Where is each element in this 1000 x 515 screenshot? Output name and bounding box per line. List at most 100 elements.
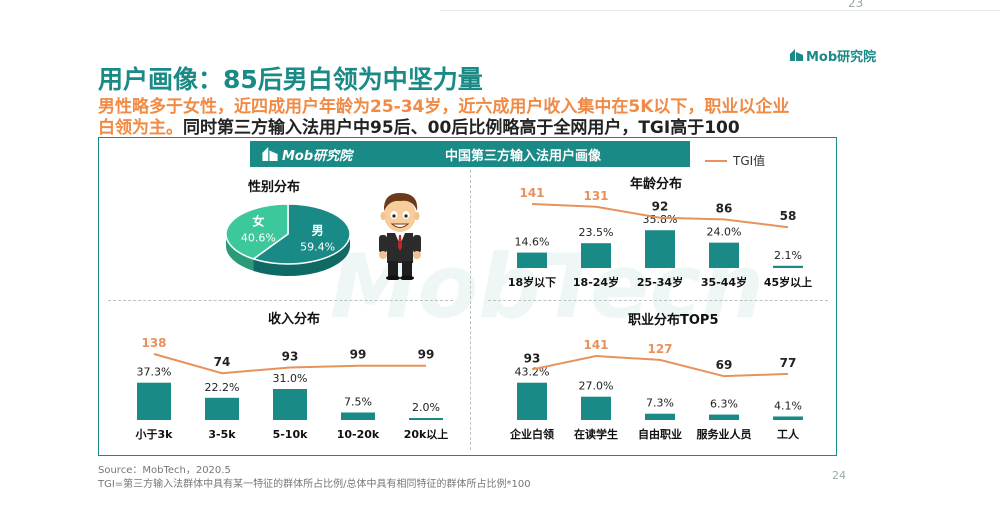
subtitle-line-2-rest: 同时第三方输入法用户中95后、00后比例略高于全网用户，TGI高于100 <box>183 118 740 138</box>
pie-side-1 <box>226 234 254 271</box>
gender-pie-chart: 男 59.4% 女 40.6% <box>225 203 351 276</box>
bar-value-自由职业: 7.3% <box>646 397 674 410</box>
tgi-label-18岁以下: 141 <box>519 186 544 200</box>
bar-value-20k以上: 2.0% <box>412 401 440 414</box>
subtitle-line-2-highlight: 白领为主。 <box>98 118 183 138</box>
tgi-label-3-5k: 74 <box>214 355 231 369</box>
bar-企业白领 <box>517 382 547 420</box>
footer-note: TGI=第三方输入法群体中具有某一特征的群体所占比例/总体中具有相同特征的群体所… <box>98 479 531 490</box>
category-label-工人: 工人 <box>777 427 800 441</box>
bar-value-3-5k: 22.2% <box>205 381 240 394</box>
divider-vertical <box>470 170 471 450</box>
bar-value-在读学生: 27.0% <box>579 380 614 393</box>
bar-18岁以下 <box>517 252 547 268</box>
mob-logo: Mob研究院 <box>790 45 876 65</box>
tgi-label-25-34岁: 92 <box>652 200 669 214</box>
category-label-企业白领: 企业白领 <box>509 427 554 441</box>
banner-logo-text: Mob研究院 <box>282 148 353 164</box>
gender-title: 性别分布 <box>248 180 301 195</box>
category-label-25-34岁: 25-34岁 <box>637 275 683 289</box>
bar-5-10k <box>273 389 307 420</box>
category-label-服务业人员: 服务业人员 <box>697 427 752 441</box>
pie-label-男: 男 <box>312 223 324 237</box>
category-label-小于3k: 小于3k <box>135 427 174 441</box>
legend-label: TGI值 <box>733 154 766 168</box>
pie-side-0 <box>253 234 350 276</box>
chart-banner: Mob研究院 中国第三方输入法用户画像 <box>250 141 690 167</box>
category-label-3-5k: 3-5k <box>208 428 236 441</box>
bar-服务业人员 <box>709 414 739 420</box>
logo-text: Mob研究院 <box>806 49 877 65</box>
bar-value-5-10k: 31.0% <box>273 372 308 385</box>
tgi-label-服务业人员: 69 <box>716 358 733 372</box>
tgi-label-小于3k: 138 <box>141 336 166 350</box>
bar-value-小于3k: 37.3% <box>137 366 172 379</box>
bar-value-45岁以上: 2.1% <box>774 249 802 262</box>
tgi-label-10-20k: 99 <box>350 348 367 362</box>
category-label-18岁以下: 18岁以下 <box>508 275 556 289</box>
tgi-label-工人: 77 <box>780 356 797 370</box>
bar-35-44岁 <box>709 242 739 268</box>
bar-value-10-20k: 7.5% <box>344 396 372 409</box>
banner-title: 中国第三方输入法用户画像 <box>445 148 602 164</box>
category-label-自由职业: 自由职业 <box>638 427 682 441</box>
bar-20k以上 <box>409 418 443 420</box>
bar-value-18-24岁: 23.5% <box>579 226 614 239</box>
tgi-label-5-10k: 93 <box>282 350 299 364</box>
divider-left <box>108 300 453 301</box>
bar-在读学生 <box>581 396 611 420</box>
pie-value-男: 59.4% <box>300 240 335 253</box>
chart-frame <box>98 137 837 456</box>
page-number-top: 23 <box>848 0 864 10</box>
bar-25-34岁 <box>645 230 675 268</box>
tgi-line <box>153 353 426 375</box>
page-title: 用户画像：85后男白领为中坚力量 <box>98 65 483 94</box>
bar-小于3k <box>137 382 171 420</box>
bar-45岁以上 <box>773 265 803 268</box>
bar-value-服务业人员: 6.3% <box>710 398 738 411</box>
tgi-label-20k以上: 99 <box>418 348 435 362</box>
tgi-label-18-24岁: 131 <box>583 189 608 203</box>
page-number-bottom: 24 <box>832 469 846 482</box>
bar-自由职业 <box>645 413 675 420</box>
category-label-在读学生: 在读学生 <box>574 427 618 441</box>
category-label-10-20k: 10-20k <box>337 428 380 441</box>
banner-logo: Mob研究院 <box>262 145 352 164</box>
pie-label-女: 女 <box>252 214 264 229</box>
businessman-illustration <box>379 193 421 280</box>
tgi-label-企业白领: 93 <box>524 351 541 365</box>
occupation-bar-chart: 43.2% 企业白领 27.0% 在读学生 7.3% 自由职业 6.3% 服务业人员 4.1% 工… <box>509 338 803 441</box>
top-divider <box>440 10 1000 11</box>
pie-slice-女 <box>225 203 289 260</box>
bar-value-18岁以下: 14.6% <box>515 236 550 249</box>
tgi-legend: TGI值 <box>705 152 765 169</box>
income-title: 收入分布 <box>268 312 321 327</box>
category-label-5-10k: 5-10k <box>273 428 309 441</box>
age-bar-chart: 14.6%18岁以下23.5%18-24岁35.8%25-34岁24.0%35-… <box>508 186 812 289</box>
tgi-label-自由职业: 127 <box>647 342 672 356</box>
age-title: 年龄分布 <box>630 177 683 192</box>
subtitle-line-1: 男性略多于女性，近四成用户年龄为25-34岁，近六成用户收入集中在5K以下，职业… <box>98 97 790 117</box>
bar-value-企业白领: 43.2% <box>515 366 550 379</box>
footer-source: Source：MobTech，2020.5 <box>98 465 231 476</box>
mob-logo-icon <box>790 49 803 61</box>
divider-right <box>488 300 828 301</box>
bar-18-24岁 <box>581 243 611 268</box>
bar-value-工人: 4.1% <box>774 399 802 412</box>
income-bar-chart: 37.3% 小于3k 22.2% 3-5k 31.0% 5-10k 7.5% 10-20k 2.… <box>135 336 449 441</box>
tgi-label-45岁以上: 58 <box>780 209 797 223</box>
tgi-label-35-44岁: 86 <box>716 201 733 215</box>
tgi-line <box>531 203 789 229</box>
pie-slice-男 <box>251 203 351 265</box>
pie-value-女: 40.6% <box>241 232 276 245</box>
category-label-18-24岁: 18-24岁 <box>573 275 619 289</box>
bar-value-35-44岁: 24.0% <box>707 226 742 239</box>
mob-logo-icon <box>262 147 278 161</box>
bar-工人 <box>773 416 803 420</box>
category-label-20k以上: 20k以上 <box>404 427 449 441</box>
occupation-title: 职业分布TOP5 <box>628 313 719 328</box>
legend-line <box>705 159 727 162</box>
category-label-35-44岁: 35-44岁 <box>701 275 747 289</box>
tgi-label-在读学生: 141 <box>583 338 608 352</box>
bar-10-20k <box>341 412 375 420</box>
